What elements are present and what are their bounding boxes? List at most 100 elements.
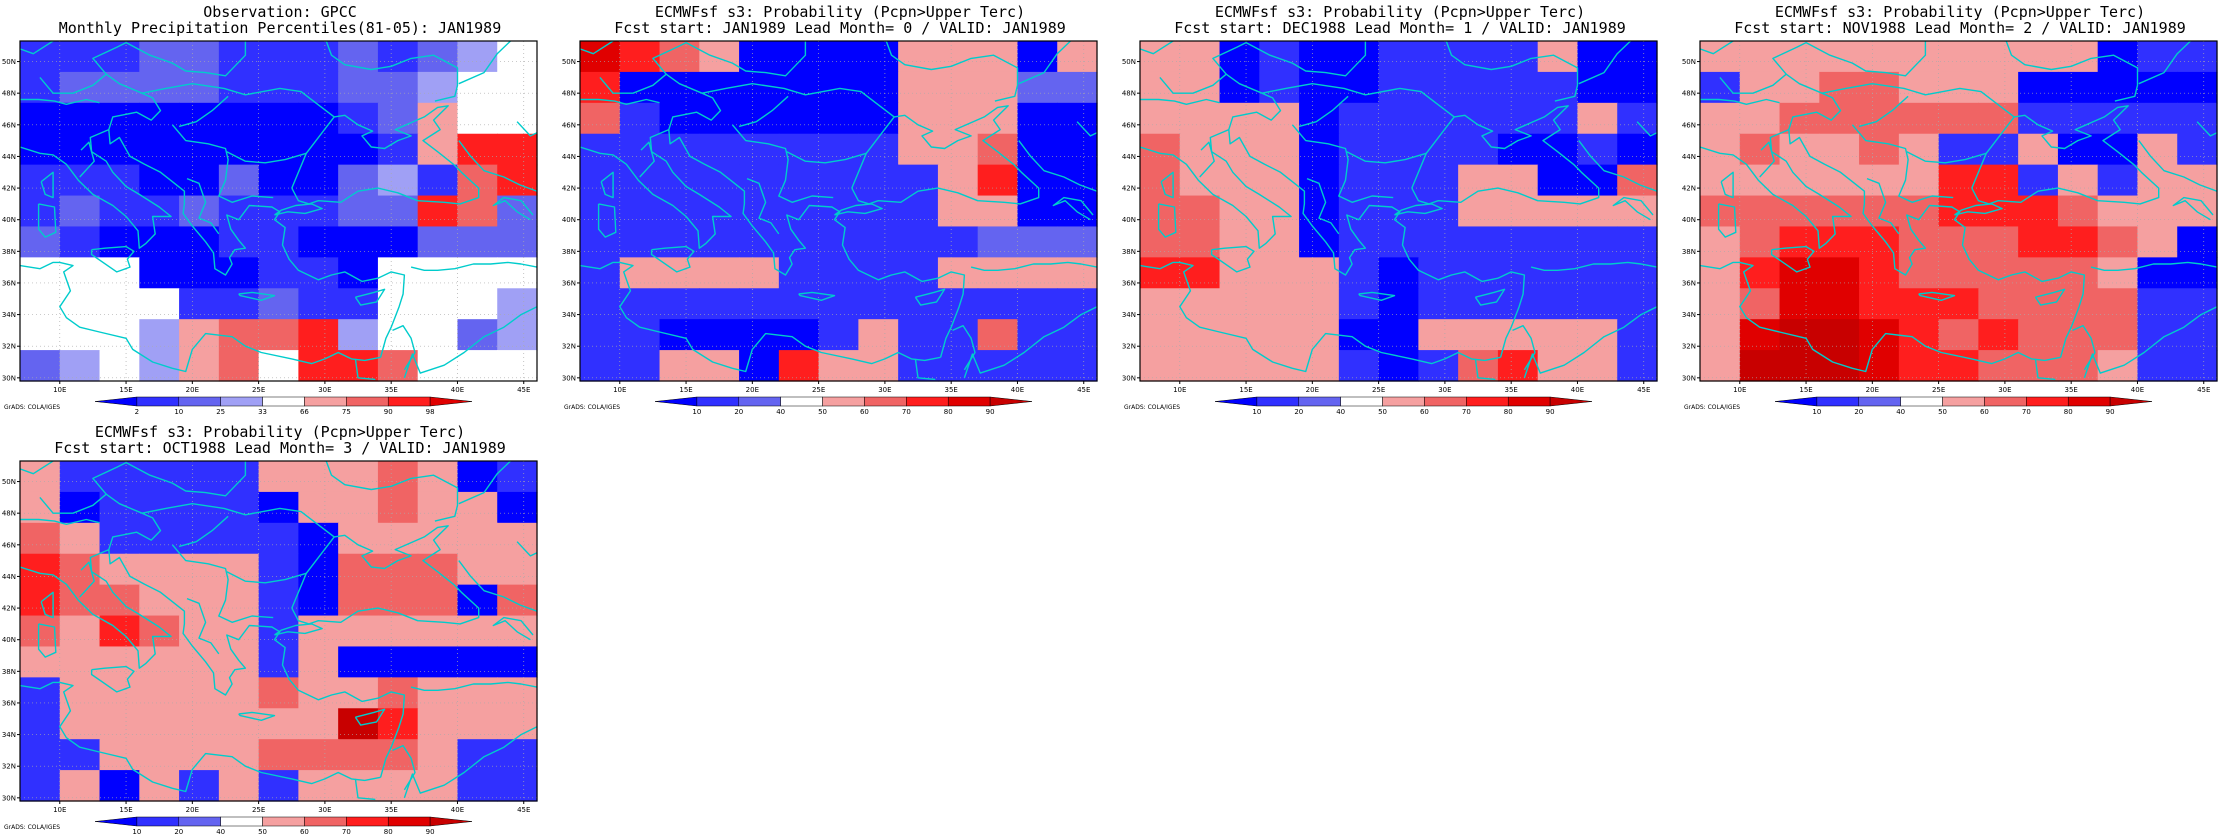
grid-cell: [258, 646, 299, 678]
grid-cell: [580, 195, 621, 228]
grid-cell: [1779, 319, 1820, 351]
colorbar-label: 33: [258, 408, 267, 416]
grid-cell: [497, 102, 538, 135]
grid-cell: [99, 288, 140, 320]
coastline: [40, 591, 54, 619]
lat-tick-label: 34N: [2, 731, 16, 739]
grid-cell: [1299, 195, 1340, 228]
grid-cell: [179, 102, 220, 135]
panel-title-line1: ECMWFsf s3: Probability (Pcpn>Upper Terc…: [94, 423, 466, 441]
coastline: [580, 98, 660, 106]
grid-cell: [1418, 133, 1459, 166]
grid-cell: [1898, 350, 1940, 382]
grid-cell: [59, 71, 101, 104]
panel-title-line2: Fcst start: NOV1988 Lead Month= 2 / VALI…: [1734, 19, 2186, 37]
coastline: [550, 545, 560, 569]
grid-cell: [1779, 350, 1820, 382]
colorbar-swatch: [429, 396, 473, 407]
colorbar-label: 40: [776, 408, 785, 416]
coastline: [1578, 41, 1631, 85]
coastlines: [20, 41, 537, 381]
grid-cell: [1700, 350, 1741, 382]
grid-cell: [937, 319, 979, 351]
grid-cell: [1577, 133, 1618, 166]
lon-tick-label: 15E: [119, 806, 132, 814]
grid-cell: [1378, 164, 1419, 197]
grid-cell: [298, 71, 339, 104]
grid-cell: [457, 319, 498, 351]
coastline: [90, 245, 135, 273]
grid-cell: [59, 257, 101, 289]
grid-cell: [937, 133, 979, 166]
lat-tick-label: 30N: [2, 794, 16, 802]
lat-tick-label: 36N: [2, 699, 16, 707]
grid-cell: [2097, 350, 2139, 382]
grid-cell: [59, 522, 101, 555]
coastline: [1759, 141, 1775, 178]
colorbar-swatch: [136, 396, 180, 407]
coastline: [1411, 105, 1600, 205]
grid-cell: [99, 677, 140, 709]
grid-cell: [1017, 350, 1058, 382]
grid-cell: [1819, 195, 1860, 228]
grid-cell: [619, 102, 661, 135]
grid-cell: [20, 164, 61, 197]
grid-cell: [1898, 41, 1940, 73]
grid-cell: [179, 708, 220, 740]
grid-cell: [99, 522, 140, 555]
coastline: [580, 128, 966, 358]
lat-tick-label: 32N: [562, 343, 576, 351]
colorbar-swatch: [94, 396, 138, 407]
coastline: [37, 203, 57, 238]
coastline: [171, 124, 274, 204]
grid-cell: [1819, 226, 1860, 258]
coastline: [79, 141, 95, 178]
lat-tick-label: 44N: [562, 153, 576, 161]
coastline: [20, 548, 406, 778]
grid-cell: [2097, 288, 2139, 320]
grid-cell: [1378, 288, 1419, 320]
grid-cell: [1299, 288, 1340, 320]
grid-cell: [1179, 319, 1221, 351]
coastline: [885, 41, 1019, 102]
grid-cell: [1700, 195, 1741, 228]
grid-cell: [1057, 133, 1098, 166]
coastline: [238, 291, 276, 301]
grid-cell: [699, 319, 740, 351]
grid-cell: [1537, 350, 1579, 382]
grid-cell: [218, 646, 260, 678]
grid-cell: [1299, 350, 1340, 382]
grid-cell: [497, 288, 538, 320]
grid-cell: [139, 350, 180, 382]
grid-cell: [1700, 41, 1741, 73]
coastline: [1199, 141, 1215, 178]
grid-cell: [619, 350, 661, 382]
grid-cell: [497, 770, 538, 802]
grid-cell: [1617, 257, 1658, 289]
probability-map: 30N 32N 34N 36N 38N 40N 42N 44N 46N 48N 50N 10E 15E 2…: [1122, 40, 1658, 416]
grid-cell: [699, 288, 740, 320]
grid-cell: [2137, 288, 2178, 320]
grid-cell: [1978, 288, 2019, 320]
coastline: [354, 708, 386, 726]
grid-cell: [1700, 319, 1741, 351]
lon-tick-label: 20E: [1866, 386, 1879, 394]
grid-cell: [258, 71, 299, 104]
grid-cell: [497, 677, 538, 709]
grid-cell: [659, 257, 700, 289]
grid-cell: [1537, 319, 1579, 351]
grid-cell: [99, 770, 140, 802]
coastline: [1108, 152, 1117, 179]
coastline: [970, 261, 1097, 271]
lat-tick-label: 34N: [1682, 311, 1696, 319]
lat-tick-label: 42N: [1122, 185, 1136, 193]
grid-cell: [417, 133, 459, 166]
grid-cell: [179, 615, 220, 648]
grid-cell: [417, 677, 459, 709]
lon-tick-label: 20E: [746, 386, 759, 394]
coastline: [2034, 358, 2056, 381]
grid-cell: [497, 491, 538, 524]
grid-cell: [457, 288, 498, 320]
grid-cell: [1259, 195, 1300, 228]
coastline: [186, 597, 220, 655]
